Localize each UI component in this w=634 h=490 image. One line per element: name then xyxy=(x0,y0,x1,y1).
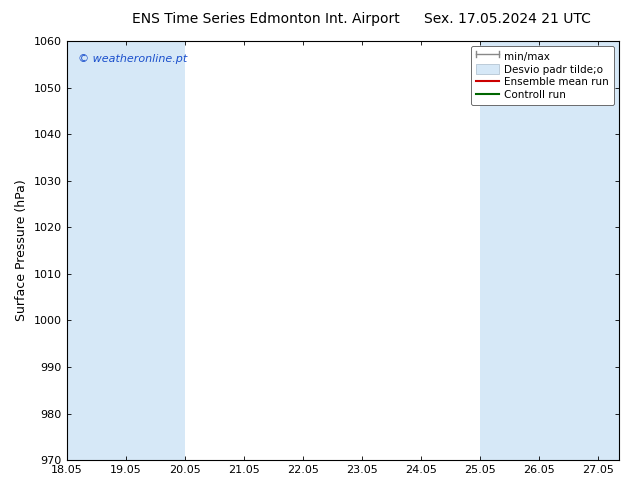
Legend: min/max, Desvio padr tilde;o, Ensemble mean run, Controll run: min/max, Desvio padr tilde;o, Ensemble m… xyxy=(470,46,614,105)
Text: Sex. 17.05.2024 21 UTC: Sex. 17.05.2024 21 UTC xyxy=(424,12,591,26)
Bar xyxy=(67,41,126,460)
Bar xyxy=(598,41,619,460)
Text: ENS Time Series Edmonton Int. Airport: ENS Time Series Edmonton Int. Airport xyxy=(133,12,400,26)
Bar xyxy=(126,41,184,460)
Bar xyxy=(540,41,598,460)
Bar xyxy=(480,41,540,460)
Text: © weatheronline.pt: © weatheronline.pt xyxy=(77,53,187,64)
Y-axis label: Surface Pressure (hPa): Surface Pressure (hPa) xyxy=(15,180,28,321)
